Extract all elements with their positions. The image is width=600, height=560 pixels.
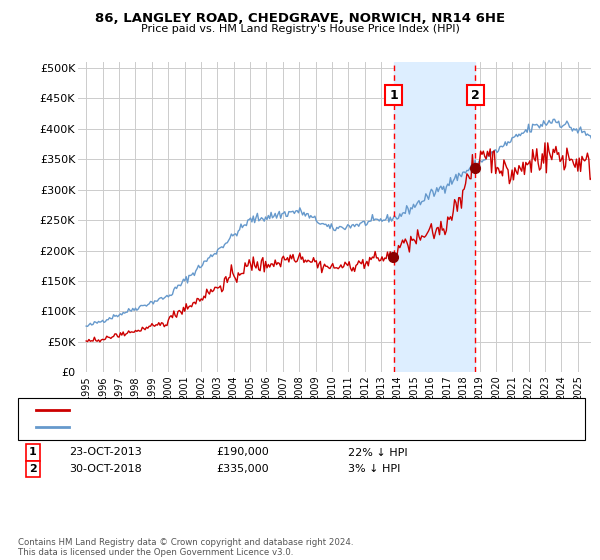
Bar xyxy=(394,62,475,372)
Text: 2: 2 xyxy=(29,464,37,474)
Text: HPI: Average price, detached house, South Norfolk: HPI: Average price, detached house, Sout… xyxy=(75,422,339,432)
Text: 3% ↓ HPI: 3% ↓ HPI xyxy=(348,464,400,474)
Text: 86, LANGLEY ROAD, CHEDGRAVE, NORWICH, NR14 6HE (detached house): 86, LANGLEY ROAD, CHEDGRAVE, NORWICH, NR… xyxy=(75,405,459,415)
Text: 2: 2 xyxy=(471,88,480,101)
Text: 22% ↓ HPI: 22% ↓ HPI xyxy=(348,447,407,458)
Text: 86, LANGLEY ROAD, CHEDGRAVE, NORWICH, NR14 6HE: 86, LANGLEY ROAD, CHEDGRAVE, NORWICH, NR… xyxy=(95,12,505,25)
Text: £190,000: £190,000 xyxy=(216,447,269,458)
Text: 23-OCT-2013: 23-OCT-2013 xyxy=(69,447,142,458)
Text: 1: 1 xyxy=(29,447,37,458)
Text: Price paid vs. HM Land Registry's House Price Index (HPI): Price paid vs. HM Land Registry's House … xyxy=(140,24,460,34)
Text: 30-OCT-2018: 30-OCT-2018 xyxy=(69,464,142,474)
Text: Contains HM Land Registry data © Crown copyright and database right 2024.
This d: Contains HM Land Registry data © Crown c… xyxy=(18,538,353,557)
Text: £335,000: £335,000 xyxy=(216,464,269,474)
Text: 1: 1 xyxy=(389,88,398,101)
